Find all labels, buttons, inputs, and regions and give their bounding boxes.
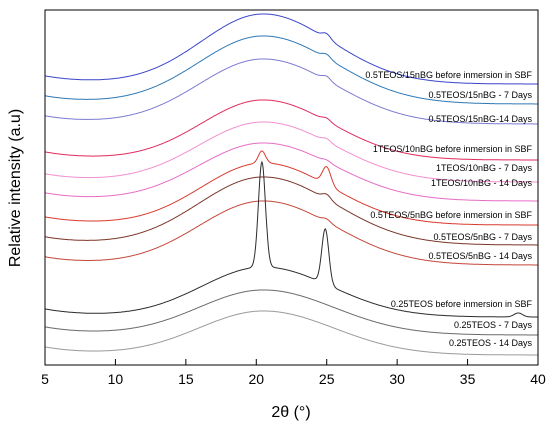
series-labels: 0.5TEOS/15nBG before inmersion in SBF 0.5… (365, 70, 532, 348)
x-tick-label: 35 (460, 371, 476, 387)
series-line-12 (44, 310, 538, 356)
series-label-11: 0.25TEOS - 7 Days (454, 320, 533, 330)
series-label-12: 0.25TEOS - 14 Days (449, 338, 533, 348)
x-tick-label: 30 (389, 371, 405, 387)
series-label-1: 0.5TEOS/15nBG before inmersion in SBF (365, 70, 532, 80)
series-line-1 (44, 13, 538, 85)
series-line-10 (44, 160, 538, 318)
series-line-11 (44, 289, 538, 336)
series-label-6: 1TEOS/10nBG - 14 Days (431, 178, 533, 188)
x-tick-label: 10 (108, 371, 124, 387)
series-label-7: 0.5TEOS/5nBG before inmersion in SBF (370, 210, 532, 220)
series-layer (44, 13, 538, 356)
series-line-3 (44, 58, 538, 125)
series-line-2 (44, 35, 538, 105)
x-axis-ticks: 5 10 15 20 25 30 35 40 (41, 359, 546, 387)
x-tick-label: 25 (319, 371, 335, 387)
series-label-5: 1TEOS/10nBG - 7 Days (436, 163, 533, 173)
series-label-8: 0.5TEOS/5nBG - 7 Days (433, 232, 532, 242)
series-line-9 (44, 200, 538, 266)
plot-frame (44, 9, 539, 366)
x-axis-title: 2θ (°) (271, 404, 310, 421)
series-line-7 (44, 150, 538, 226)
series-label-4: 1TEOS/10nBG before inmersion in SBF (373, 144, 533, 154)
series-line-5 (44, 121, 538, 183)
series-label-2: 0.5TEOS/15nBG - 7 Days (428, 90, 532, 100)
x-tick-label: 5 (41, 371, 49, 387)
series-label-9: 0.5TEOS/5nBG - 14 Days (428, 251, 532, 261)
y-axis-title: Relative intensity (a.u) (7, 109, 24, 267)
series-line-6 (44, 142, 538, 202)
series-line-4 (44, 99, 538, 161)
series-label-10: 0.25TEOS before inmersion in SBF (391, 299, 533, 309)
x-tick-label: 40 (530, 371, 546, 387)
x-tick-label: 20 (248, 371, 264, 387)
series-line-8 (44, 176, 538, 246)
x-tick-label: 15 (178, 371, 194, 387)
series-label-3: 0.5TEOS/15nBG-14 Days (428, 114, 532, 124)
